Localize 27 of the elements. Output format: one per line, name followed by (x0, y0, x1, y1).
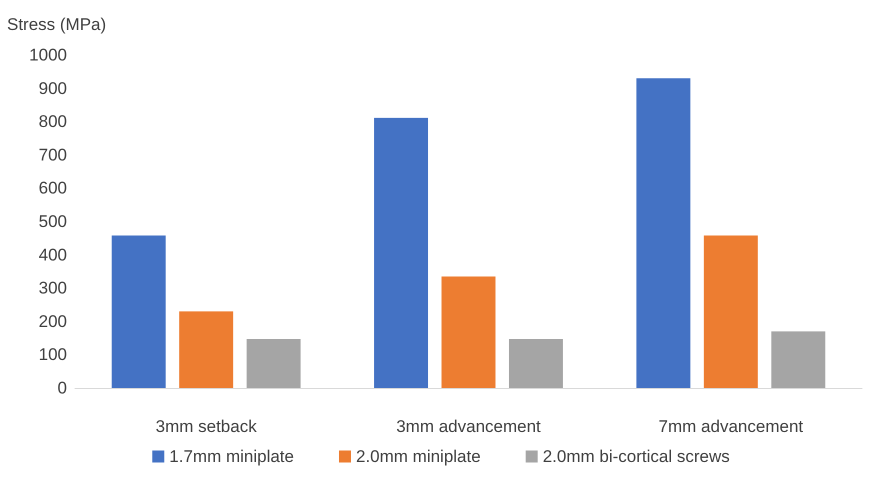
y-tick-label: 700 (38, 145, 67, 164)
bar (246, 339, 301, 388)
y-tick-label: 100 (38, 345, 67, 364)
y-tick-label: 0 (58, 378, 67, 398)
bar (442, 276, 496, 388)
y-tick-label: 1000 (29, 46, 67, 64)
x-tick-label: 7mm advancement (658, 417, 804, 436)
bar (508, 339, 563, 388)
legend-label: 1.7mm miniplate (169, 447, 294, 466)
y-axis-title: Stress (MPa) (7, 15, 106, 34)
y-tick-label: 400 (38, 245, 67, 264)
bar (771, 331, 826, 388)
y-tick-label: 600 (38, 178, 67, 198)
bar (112, 235, 166, 388)
y-tick-label: 500 (38, 212, 67, 231)
y-tick-label: 300 (38, 278, 67, 298)
x-tick-label: 3mm setback (156, 417, 258, 436)
bar (179, 311, 234, 388)
y-tick-label: 800 (38, 112, 67, 132)
x-tick-label: 3mm advancement (396, 417, 542, 436)
bar (636, 78, 690, 388)
legend-label: 2.0mm miniplate (356, 447, 481, 466)
bar (704, 235, 758, 388)
y-tick-label: 200 (38, 312, 67, 331)
bar (374, 118, 428, 388)
legend-label: 2.0mm bi-cortical screws (542, 447, 730, 466)
y-tick-label: 900 (38, 78, 67, 98)
